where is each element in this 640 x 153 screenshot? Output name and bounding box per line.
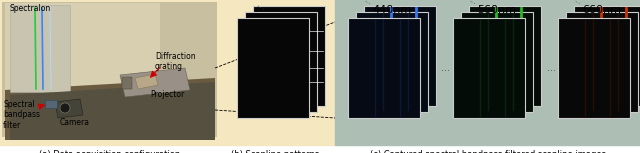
Bar <box>469 6 541 106</box>
Text: Spectralon: Spectralon <box>10 4 51 13</box>
Polygon shape <box>5 3 160 95</box>
Bar <box>237 18 309 118</box>
Text: Camera: Camera <box>60 118 90 127</box>
Text: ...: ... <box>547 63 556 73</box>
Text: 560nm: 560nm <box>477 5 516 15</box>
Polygon shape <box>55 99 83 118</box>
Bar <box>253 6 325 106</box>
Bar <box>461 12 533 112</box>
Text: ...: ... <box>442 63 451 73</box>
Bar <box>335 0 640 145</box>
Bar <box>245 12 317 112</box>
Polygon shape <box>10 5 70 92</box>
Bar <box>558 18 630 118</box>
Text: ...: ... <box>467 0 479 7</box>
Text: (a) Data acquisition configuration: (a) Data acquisition configuration <box>40 150 180 153</box>
Text: 660nm: 660nm <box>582 5 621 15</box>
Bar <box>364 6 436 106</box>
Bar <box>122 77 132 89</box>
Bar <box>356 12 428 112</box>
Text: ...: ... <box>362 0 374 7</box>
Polygon shape <box>120 68 190 97</box>
Bar <box>348 18 420 118</box>
Text: Projector: Projector <box>150 90 184 99</box>
Text: Spectral
bandpass
filter: Spectral bandpass filter <box>3 100 40 130</box>
Bar <box>45 100 57 108</box>
Polygon shape <box>10 82 215 140</box>
Text: ...: ... <box>255 0 268 13</box>
Bar <box>574 6 640 106</box>
Text: (c) Captured spectral bandpass filtered scanline images: (c) Captured spectral bandpass filtered … <box>370 150 606 153</box>
Bar <box>0 0 220 145</box>
Bar <box>566 12 638 112</box>
Bar <box>2 2 217 137</box>
Polygon shape <box>135 74 158 89</box>
Text: Diffraction
grating: Diffraction grating <box>155 52 196 71</box>
Text: ...: ... <box>572 0 584 7</box>
Polygon shape <box>5 78 215 140</box>
Text: (b) Scanline patterns: (b) Scanline patterns <box>231 150 319 153</box>
Bar <box>220 0 335 145</box>
Bar <box>453 18 525 118</box>
Circle shape <box>60 103 70 113</box>
Text: 440nm: 440nm <box>372 5 412 15</box>
